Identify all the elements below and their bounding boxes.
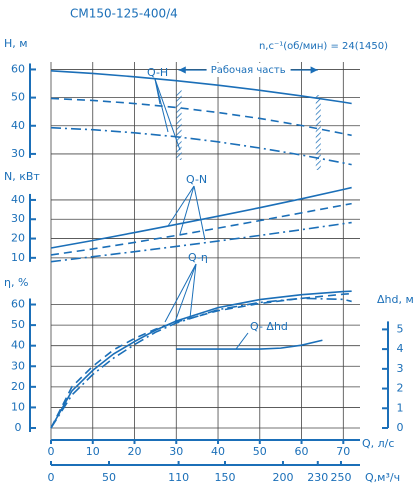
y-tick-label: 30 bbox=[11, 212, 25, 225]
working-limit bbox=[315, 95, 321, 170]
working-range-label: Рабочая часть bbox=[211, 65, 286, 76]
leader bbox=[167, 185, 195, 227]
y2-tick-label: 4 bbox=[397, 342, 404, 355]
leader bbox=[154, 78, 181, 151]
y-tick-label: 20 bbox=[11, 232, 25, 245]
x2-tick-label: 50 bbox=[102, 471, 116, 484]
chart-title: СМ150-125-400/4 bbox=[70, 7, 178, 21]
x2-tick-label: 150 bbox=[214, 471, 235, 484]
curve bbox=[50, 202, 352, 256]
y-tick-label: 0 bbox=[15, 421, 22, 434]
y-tick-label: 10 bbox=[11, 251, 25, 264]
leader bbox=[179, 185, 195, 235]
y-axis-label: H, м bbox=[4, 37, 28, 50]
leader bbox=[235, 332, 249, 350]
label-bg bbox=[206, 63, 291, 77]
x-tick-label: 60 bbox=[295, 445, 309, 458]
leader bbox=[189, 263, 197, 319]
y-tick-label: 40 bbox=[11, 339, 25, 352]
x2-tick-label: 110 bbox=[168, 471, 189, 484]
y-tick-label: 50 bbox=[11, 91, 25, 104]
y-tick-label: 60 bbox=[11, 62, 25, 75]
leader bbox=[174, 263, 197, 323]
y-axis-label: η, % bbox=[4, 276, 28, 289]
y-tick-label: 30 bbox=[11, 359, 25, 372]
x-tick-label: 40 bbox=[211, 445, 225, 458]
curve-label: Q-H bbox=[147, 66, 168, 79]
leader bbox=[193, 185, 206, 241]
x2-tick-label: 200 bbox=[272, 471, 293, 484]
y2-tick-label: 5 bbox=[397, 322, 404, 335]
y2-tick-label: 3 bbox=[397, 362, 404, 375]
y2-tick-label: 2 bbox=[397, 382, 404, 395]
y2-tick-label: 1 bbox=[397, 401, 404, 414]
curve-label: Q-N bbox=[186, 173, 207, 186]
y-tick-label: 20 bbox=[11, 380, 25, 393]
curve bbox=[50, 292, 352, 429]
x2-tick-label: 250 bbox=[330, 471, 351, 484]
curve-label: Q- Δhd bbox=[250, 320, 288, 333]
y-tick-label: 40 bbox=[11, 119, 25, 132]
x-tick-label: 50 bbox=[253, 445, 267, 458]
x-tick-label: 20 bbox=[128, 445, 142, 458]
x-axis-label: Q, л/с bbox=[362, 437, 394, 450]
y-tick-label: 40 bbox=[11, 193, 25, 206]
y-axis-label: N, кВт bbox=[4, 170, 40, 183]
curve-label: Q-η bbox=[188, 251, 208, 264]
x2-tick-label: 230 bbox=[307, 471, 328, 484]
curve bbox=[50, 186, 352, 249]
y-tick-label: 30 bbox=[11, 147, 25, 160]
x2-tick-label: 0 bbox=[48, 471, 55, 484]
curve bbox=[50, 70, 352, 105]
curve bbox=[50, 126, 352, 166]
leader bbox=[154, 78, 169, 133]
y2-tick-label: 0 bbox=[397, 421, 404, 434]
y-tick-label: 60 bbox=[11, 298, 25, 311]
x-tick-label: 0 bbox=[48, 445, 55, 458]
x-tick-label: 70 bbox=[336, 445, 350, 458]
x-tick-label: 10 bbox=[86, 445, 100, 458]
x2-axis-label: Q,м³/ч bbox=[365, 471, 400, 484]
curve bbox=[50, 221, 352, 263]
x-tick-label: 30 bbox=[169, 445, 183, 458]
curve bbox=[50, 297, 352, 429]
y2-axis-label: Δhd, м bbox=[377, 293, 414, 306]
leader bbox=[164, 263, 197, 323]
y-tick-label: 50 bbox=[11, 318, 25, 331]
speed-annotation: n,c⁻¹(об/мин) = 24(1450) bbox=[259, 41, 388, 52]
y-tick-label: 10 bbox=[11, 400, 25, 413]
curve bbox=[176, 339, 323, 350]
working-limit bbox=[176, 90, 182, 160]
curve bbox=[50, 97, 352, 137]
